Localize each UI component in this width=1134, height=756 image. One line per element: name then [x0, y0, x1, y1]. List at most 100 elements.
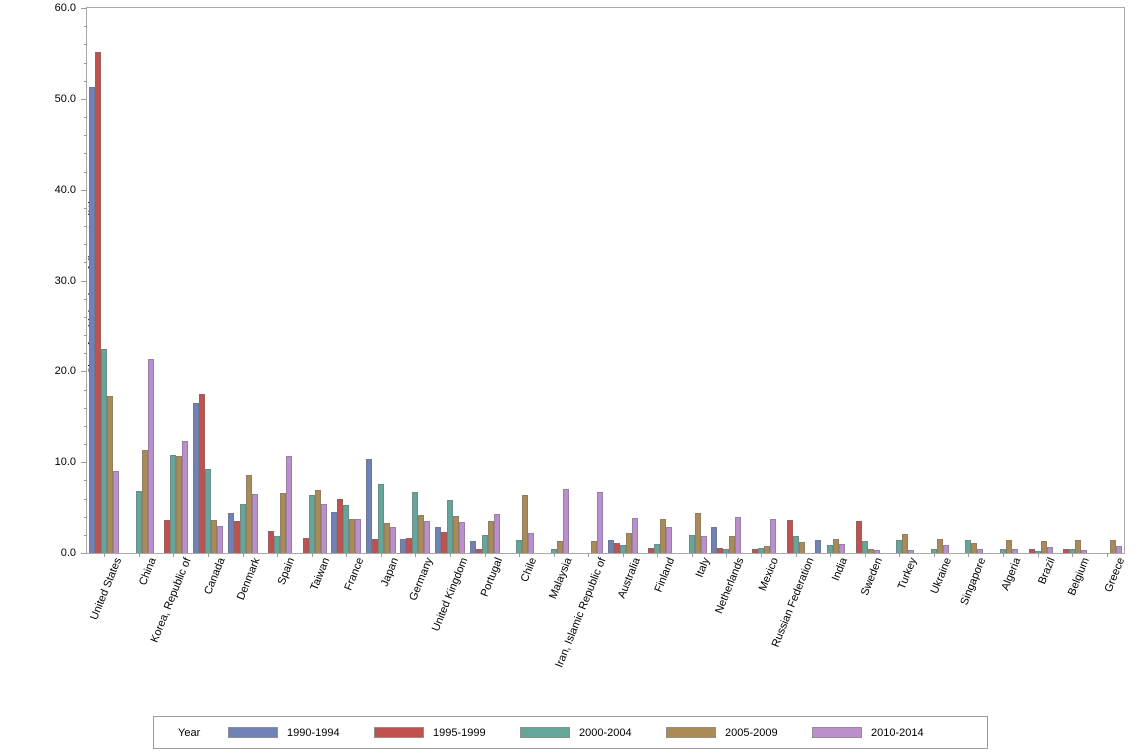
y-minor-tick — [84, 480, 87, 481]
bar — [321, 503, 327, 553]
bar — [1035, 551, 1041, 553]
bar — [107, 395, 113, 553]
y-major-tick — [81, 371, 87, 372]
x-tick — [1107, 553, 1108, 557]
bar — [620, 544, 626, 553]
legend-swatch — [520, 727, 570, 738]
bar — [528, 533, 534, 553]
bar — [1075, 540, 1081, 553]
y-minor-tick — [84, 44, 87, 45]
x-category-label: Algeria — [999, 556, 1024, 593]
bar — [412, 492, 418, 553]
bar — [459, 522, 465, 553]
y-major-tick — [81, 462, 87, 463]
y-minor-tick — [84, 172, 87, 173]
x-category-label: Japan — [378, 556, 402, 589]
x-tick — [934, 553, 935, 557]
x-category-label: Belgium — [1066, 556, 1093, 598]
bar — [476, 548, 482, 553]
bar — [977, 548, 983, 553]
bar — [1069, 549, 1075, 553]
bar — [453, 515, 459, 553]
bar — [660, 518, 666, 553]
plot-area: Shr. of publ. in class, full counts (%) … — [55, 2, 1125, 559]
x-tick — [208, 553, 209, 557]
x-category-label: United States — [88, 556, 125, 622]
bar — [908, 550, 914, 553]
y-major-tick — [81, 8, 87, 9]
y-minor-tick — [84, 317, 87, 318]
bar — [654, 543, 660, 553]
y-major-tick — [81, 553, 87, 554]
x-tick — [726, 553, 727, 557]
bar — [862, 541, 868, 553]
y-minor-tick — [84, 244, 87, 245]
x-category-label: Singapore — [958, 556, 989, 607]
x-tick — [1072, 553, 1073, 557]
x-tick — [346, 553, 347, 557]
bar — [827, 544, 833, 553]
x-category-label: Sweden — [859, 556, 886, 598]
bar — [424, 521, 430, 553]
bar — [170, 454, 176, 553]
x-tick — [623, 553, 624, 557]
bar — [937, 539, 943, 553]
legend-swatch — [228, 727, 278, 738]
x-category-label: Canada — [202, 556, 229, 597]
x-category-label: Brazil — [1036, 556, 1059, 587]
bar — [234, 521, 240, 553]
x-category-label: Mexico — [756, 556, 782, 593]
bar — [758, 547, 764, 553]
x-tick — [312, 553, 313, 557]
x-category-label: China — [137, 556, 160, 588]
bar — [286, 455, 292, 553]
legend-title: Year — [178, 726, 201, 739]
bar — [400, 539, 406, 553]
bar — [711, 526, 717, 553]
bar — [597, 492, 603, 553]
x-category-label: Netherlands — [712, 556, 747, 616]
y-minor-tick — [84, 262, 87, 263]
legend-item: 1990-1994 — [228, 727, 374, 739]
bar — [770, 519, 776, 553]
bar — [591, 541, 597, 553]
x-tick — [761, 553, 762, 557]
bar — [787, 520, 793, 553]
bar — [136, 491, 142, 553]
legend-label: 1990-1994 — [287, 726, 340, 739]
bar — [695, 513, 701, 553]
bar — [435, 526, 441, 553]
x-category-label: Greece — [1102, 556, 1128, 594]
x-category-label: Taiwan — [308, 556, 333, 593]
bar — [199, 394, 205, 553]
bar — [488, 521, 494, 553]
x-category-label: Spain — [275, 556, 298, 587]
bar — [522, 494, 528, 553]
bar — [839, 543, 845, 553]
legend-label: 1995-1999 — [433, 726, 486, 739]
bar — [1012, 548, 1018, 553]
bar — [217, 525, 223, 553]
bar — [176, 455, 182, 553]
x-tick — [173, 553, 174, 557]
bar — [717, 547, 723, 553]
bar — [148, 358, 154, 553]
x-category-label: Finland — [652, 556, 678, 594]
y-minor-tick — [84, 226, 87, 227]
x-category-label: France — [342, 556, 367, 593]
bar — [614, 543, 620, 553]
bar — [551, 549, 557, 553]
y-tick-label: 30.0 — [54, 275, 76, 287]
bar — [447, 500, 453, 553]
bar — [516, 540, 522, 553]
x-category-label: India — [830, 556, 851, 583]
bar — [240, 503, 246, 553]
legend-item: 2005-2009 — [666, 727, 812, 739]
bar — [965, 540, 971, 553]
x-tick — [796, 553, 797, 557]
y-minor-tick — [84, 390, 87, 391]
bar — [943, 544, 949, 553]
bar — [902, 533, 908, 553]
bar — [931, 549, 937, 553]
x-tick — [277, 553, 278, 557]
